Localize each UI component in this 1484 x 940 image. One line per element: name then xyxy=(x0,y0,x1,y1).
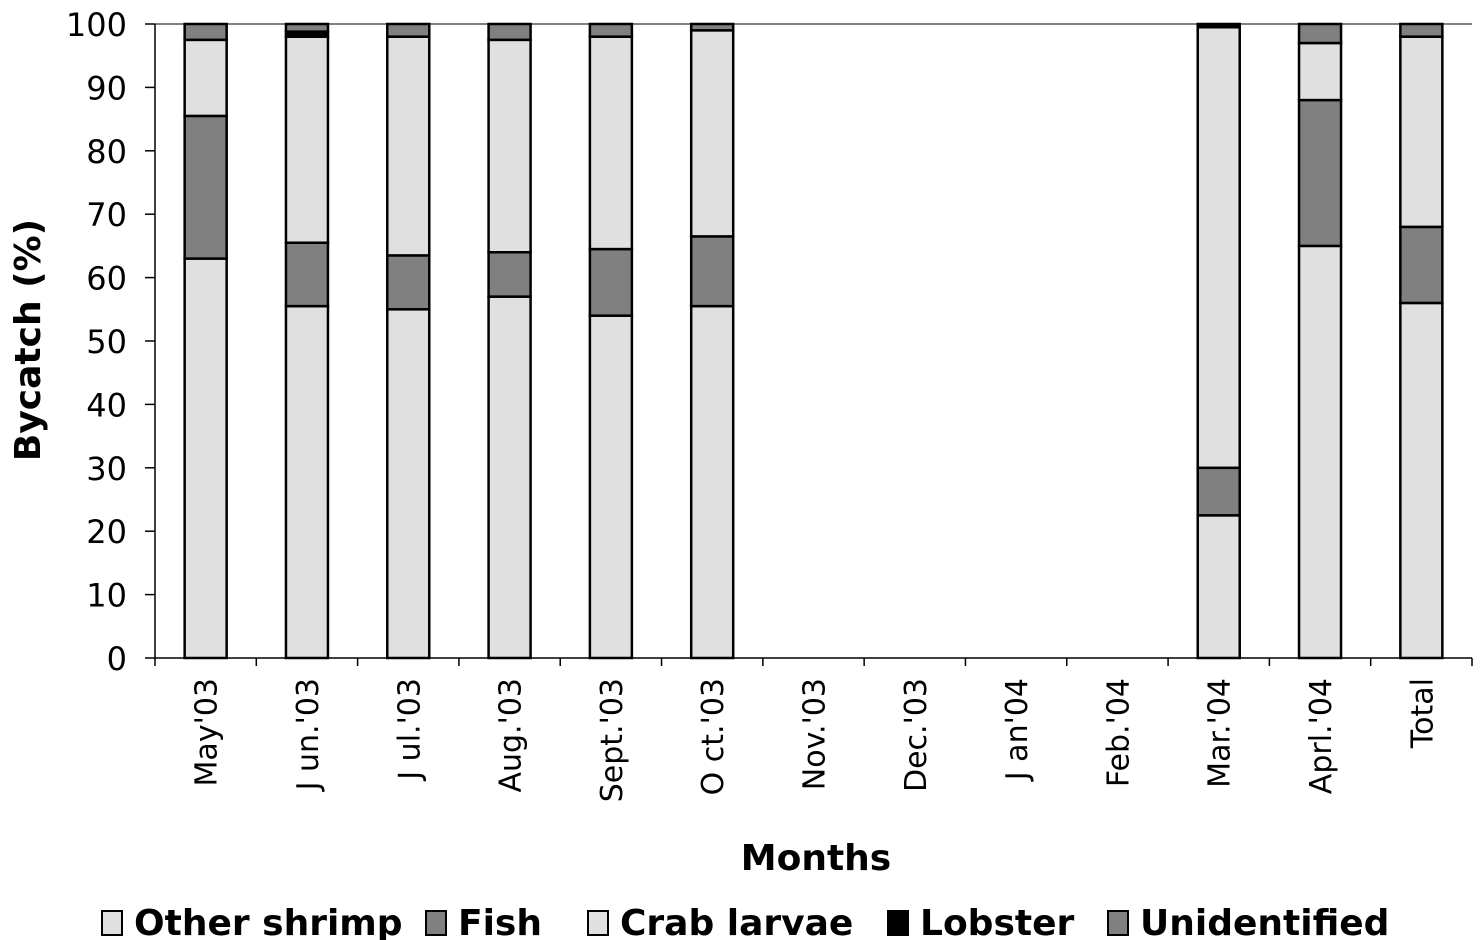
legend-swatch xyxy=(887,910,909,936)
bar-segment-unidentified xyxy=(588,22,634,38)
y-tick-label: 10 xyxy=(86,577,127,615)
bar-segment-other-shrimp xyxy=(588,314,634,660)
y-axis-title: Bycatch (%) xyxy=(8,219,49,461)
legend-swatch xyxy=(425,910,447,936)
bar-segment-fish xyxy=(1399,225,1444,305)
bar-segment-other-shrimp xyxy=(386,308,431,660)
bar-segment-crab-larvae xyxy=(1196,25,1241,470)
bar-segment-other-shrimp xyxy=(1196,514,1241,660)
y-tick-label: 30 xyxy=(86,450,127,488)
x-tick-label: May'03 xyxy=(190,678,225,786)
bar-segment-lobster xyxy=(1196,22,1241,29)
bar-segment-fish xyxy=(386,254,431,311)
y-tick-label: 50 xyxy=(86,323,127,361)
legend-label: Fish xyxy=(458,903,542,940)
bar-segment-unidentified xyxy=(183,22,228,42)
x-tick-label: Nov.'03 xyxy=(798,678,833,790)
legend-swatch xyxy=(101,910,123,936)
bar-segment-crab-larvae xyxy=(284,35,330,244)
bar-segment-unidentified xyxy=(487,22,532,42)
bar-segment-crab-larvae xyxy=(1297,41,1343,102)
x-tick-label: Feb.'04 xyxy=(1101,678,1136,787)
x-tick-label: Dec.'03 xyxy=(899,678,934,792)
y-tick-label: 40 xyxy=(86,386,127,424)
x-tick-label: Sept.'03 xyxy=(595,678,630,802)
bar-segment-fish xyxy=(689,235,735,308)
y-tick-label: 80 xyxy=(86,133,127,171)
y-tick-label: 0 xyxy=(107,640,127,678)
y-tick-label: 20 xyxy=(86,513,127,551)
bar-segment-unidentified xyxy=(1297,22,1343,45)
legend-label: Unidentified xyxy=(1140,903,1389,940)
bar-segment-other-shrimp xyxy=(487,295,532,660)
bar-segment-other-shrimp xyxy=(689,304,735,660)
bar-segment-other-shrimp xyxy=(1297,244,1343,660)
bar-segment-other-shrimp xyxy=(284,304,330,660)
y-tick-label: 100 xyxy=(66,6,127,44)
bar-segment-fish xyxy=(588,247,634,317)
y-tick-label: 60 xyxy=(86,260,127,298)
bar-segment-fish xyxy=(1297,98,1343,248)
bar-segment-crab-larvae xyxy=(487,38,532,254)
bar-segment-crab-larvae xyxy=(588,35,634,251)
x-axis-title: Months xyxy=(741,838,891,879)
x-tick-label: J an'04 xyxy=(1000,678,1035,782)
bar-segment-unidentified xyxy=(284,22,330,33)
legend-swatch xyxy=(1107,910,1129,936)
legend: Other shrimp Fish Crab larvae Lobster Uniden… xyxy=(101,903,1389,940)
legend-label: Lobster xyxy=(920,903,1074,940)
x-axis-ticks: May'03 J un.'03 J ul.'03 Aug.'03 Sept.'03 O c… xyxy=(154,658,1473,802)
legend-label: Crab larvae xyxy=(620,903,853,940)
x-tick-label: Mar.'04 xyxy=(1203,678,1238,788)
bar-segment-crab-larvae xyxy=(1399,35,1444,229)
y-axis-ticks: 0 10 20 30 40 50 60 70 80 90 100 xyxy=(66,6,155,678)
bars-group xyxy=(183,22,1444,660)
x-tick-label: O ct.'03 xyxy=(696,678,731,795)
bar-segment-other-shrimp xyxy=(183,257,228,660)
x-tick-label: J un.'03 xyxy=(291,678,326,792)
x-tick-label: Total xyxy=(1405,678,1440,749)
legend-label: Other shrimp xyxy=(134,903,403,940)
bar-segment-unidentified xyxy=(386,22,431,38)
bar-segment-crab-larvae xyxy=(689,29,735,238)
x-tick-label: Aprl.'04 xyxy=(1304,678,1339,794)
y-tick-label: 90 xyxy=(86,69,127,107)
bar-segment-fish xyxy=(284,241,330,308)
bar-segment-unidentified xyxy=(689,22,735,32)
bar-segment-fish xyxy=(183,114,228,260)
bar-segment-fish xyxy=(1196,466,1241,517)
y-tick-label: 70 xyxy=(86,196,127,234)
x-tick-label: J ul.'03 xyxy=(392,678,427,782)
bar-segment-crab-larvae xyxy=(183,38,228,118)
legend-swatch xyxy=(587,910,609,936)
bar-segment-other-shrimp xyxy=(1399,301,1444,660)
bar-segment-crab-larvae xyxy=(386,35,431,257)
bar-segment-unidentified xyxy=(1399,22,1444,38)
x-tick-label: Aug.'03 xyxy=(494,678,529,793)
bar-segment-fish xyxy=(487,250,532,298)
